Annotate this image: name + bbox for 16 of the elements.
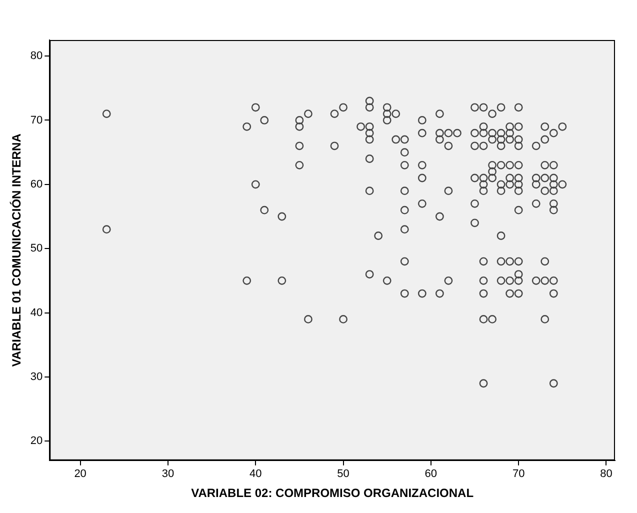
y-tick-label: 40 <box>30 306 43 319</box>
y-tick-label: 50 <box>30 242 43 255</box>
x-tick-label: 70 <box>512 468 525 480</box>
x-tick-label: 60 <box>424 468 438 480</box>
y-tick-label: 70 <box>30 114 43 126</box>
x-tick-label: 50 <box>337 468 350 480</box>
x-axis-title: VARIABLE 02: COMPROMISO ORGANIZACIONAL <box>191 486 474 500</box>
y-tick-label: 20 <box>30 435 43 448</box>
y-tick-label: 80 <box>30 50 43 62</box>
x-tick-label: 40 <box>249 468 262 480</box>
x-tick-label: 30 <box>162 468 174 480</box>
x-tick-label: 80 <box>600 468 612 480</box>
y-tick-label: 60 <box>30 178 43 190</box>
y-tick-label: 30 <box>30 370 43 383</box>
y-axis-title: VARIABLE 01 COMUNICACIÓN INTERNA <box>10 133 24 367</box>
x-tick-label: 20 <box>74 468 86 480</box>
